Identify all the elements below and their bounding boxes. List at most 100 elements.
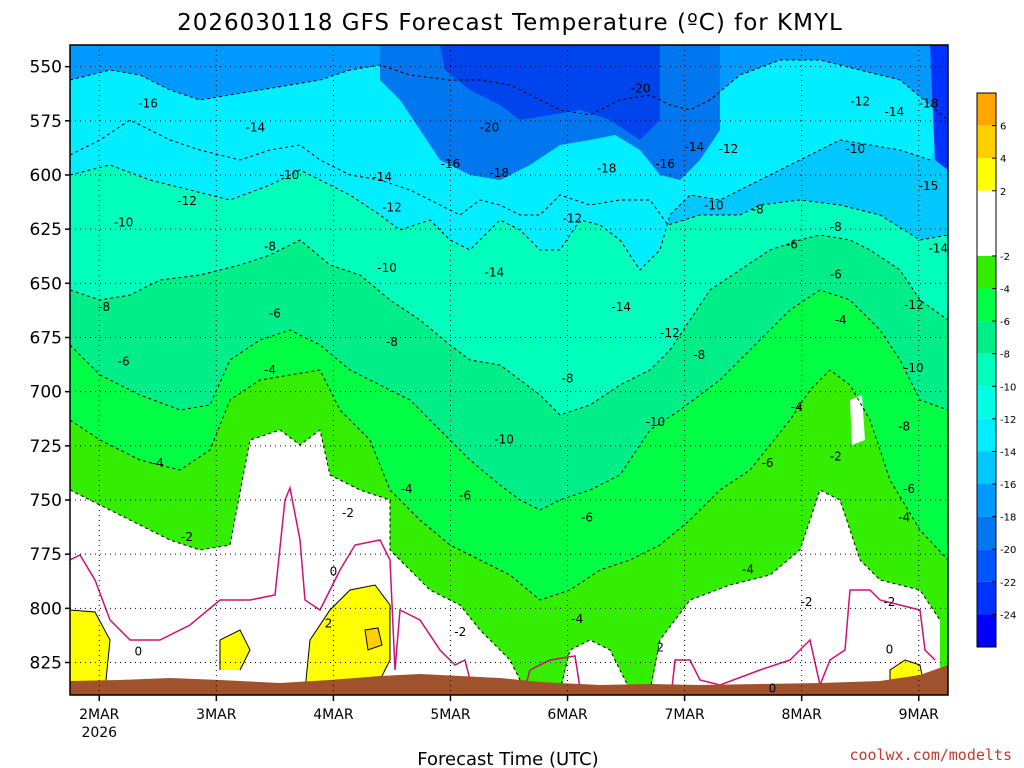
contour-value-label: -10 <box>704 198 724 212</box>
contour-label-layer: -16-14 -20-20-16-18 -18 -16-14 -12-12-14-18-… <box>98 81 948 695</box>
zero-isotherm <box>70 485 936 689</box>
contour-value-label: -8 <box>386 335 398 349</box>
y-tick-label: 600 <box>30 166 62 186</box>
colorbar-bin <box>977 549 996 582</box>
y-tick-label: 675 <box>30 329 62 349</box>
y-tick-label: 700 <box>30 383 62 403</box>
colorbar-bin <box>977 190 996 256</box>
colorbar-label: -4 <box>1000 285 1010 296</box>
contour-value-label: -16 <box>441 157 461 171</box>
ground-terrain <box>70 665 948 695</box>
contour-line <box>70 234 948 416</box>
contour-value-label: -10 <box>494 432 514 446</box>
positive-contours <box>70 584 926 691</box>
contour-value-label: -20 <box>631 81 651 95</box>
contour-line <box>70 609 111 691</box>
contour-line <box>364 627 383 651</box>
x-tick-label: 6MAR <box>547 707 588 723</box>
contour-line <box>304 584 391 691</box>
contour-line <box>671 589 936 689</box>
contour-value-label: -4 <box>791 400 803 414</box>
band-2-to-4-b <box>220 630 250 670</box>
colorbar-label: -12 <box>1000 415 1016 426</box>
contour-value-label: -12 <box>904 298 924 312</box>
y-tick-label: 800 <box>30 599 62 619</box>
colorbar-label: -20 <box>1000 545 1016 556</box>
contour-value-label: -4 <box>742 562 754 576</box>
x-tick-sublabel: 2026 <box>81 725 117 741</box>
contour-value-label: -4 <box>835 313 847 327</box>
colorbar-label: -14 <box>1000 447 1016 458</box>
contour-line <box>219 629 251 671</box>
contour-value-label: -8 <box>562 372 574 386</box>
x-tick-label: 7MAR <box>664 707 705 723</box>
contour-value-label: 0 <box>134 645 142 659</box>
x-tick-label: 5MAR <box>430 707 471 723</box>
contour-value-label: -4 <box>152 456 164 470</box>
band-2-to-4-a <box>70 610 110 690</box>
colorbar-label: -22 <box>1000 578 1016 589</box>
contour-value-label: -6 <box>269 307 281 321</box>
contour-value-label: -8 <box>898 419 910 433</box>
contour-value-label: -6 <box>830 268 842 282</box>
x-tick-label: 3MAR <box>196 707 237 723</box>
contour-value-label: -16 <box>138 97 158 111</box>
contour-value-label: -2 <box>342 506 354 520</box>
colorbar-label: -18 <box>1000 513 1016 524</box>
y-tick-label: 625 <box>30 220 62 240</box>
y-tick-label: 650 <box>30 274 62 294</box>
contour-value-label: 0 <box>769 682 777 696</box>
colorbar-bin <box>977 321 996 354</box>
contour-value-label: -2 <box>454 625 466 639</box>
colorbar-bin <box>977 386 996 419</box>
contour-value-label: -10 <box>114 216 134 230</box>
y-tick-label: 825 <box>30 654 62 674</box>
contour-value-label: -2 <box>801 595 813 609</box>
contour-value-label: -14 <box>928 242 948 256</box>
colorbar-bin <box>977 125 996 159</box>
band-warm-edge <box>930 45 948 170</box>
contour-value-label: -14 <box>611 300 631 314</box>
contour-value-label: -14 <box>885 105 905 119</box>
contour-value-label: -8 <box>752 203 764 217</box>
x-tick-label: 9MAR <box>899 707 940 723</box>
colorbar-bin <box>977 93 996 126</box>
colorbar-frame <box>976 92 997 648</box>
contour-value-label: -18 <box>489 166 509 180</box>
contour-line <box>70 485 471 681</box>
colorbar: 6 4 2 -2 -4 -6 -8 -10 -12 -14 -16 -18 -20 -22 -24 <box>976 92 1016 648</box>
contour-value-label: -18 <box>919 97 939 111</box>
contour-value-label: -12 <box>850 94 870 108</box>
contour-value-label: -4 <box>898 510 910 524</box>
band-minus20 <box>440 45 660 140</box>
contour-value-label: -14 <box>485 266 505 280</box>
colorbar-label: -24 <box>1000 610 1016 621</box>
contour-value-label: 2 <box>325 617 333 631</box>
contour-value-label: -12 <box>719 142 739 156</box>
x-axis-title: Forecast Time (UTC) <box>417 749 598 768</box>
contour-value-label: -10 <box>377 261 397 275</box>
y-tick-label: 750 <box>30 491 62 511</box>
colorbar-bin <box>977 484 996 517</box>
contour-line <box>70 119 948 241</box>
contour-value-label: -10 <box>646 415 666 429</box>
contour-value-label: -12 <box>382 201 402 215</box>
time-axis: 2MAR 2026 3MAR 4MAR 5MAR 6MAR 7MAR 8MAR 9MAR <box>79 695 939 741</box>
colorbar-label: -16 <box>1000 480 1016 491</box>
contour-line <box>649 489 941 691</box>
contour-value-label: -4 <box>571 612 583 626</box>
contour-value-label: -6 <box>762 456 774 470</box>
contour-value-label: -6 <box>459 489 471 503</box>
contour-value-label: -14 <box>372 170 392 184</box>
x-tick-label: 8MAR <box>782 707 823 723</box>
band-above-minus2-c <box>650 490 940 695</box>
colorbar-bin <box>977 353 996 387</box>
contour-value-label: 0 <box>886 643 894 657</box>
x-tick-label: 2MAR <box>79 707 120 723</box>
colorbar-bin <box>977 158 996 191</box>
contour-value-label: -10 <box>904 361 924 375</box>
pressure-axis: 550 575 600 625 650 675 700 725 750 775 800 825 <box>30 58 70 674</box>
contour-value-label: -4 <box>264 363 276 377</box>
contour-value-label: -2 <box>181 530 193 544</box>
credit-text: coolwx.com/modelts <box>849 746 1012 764</box>
